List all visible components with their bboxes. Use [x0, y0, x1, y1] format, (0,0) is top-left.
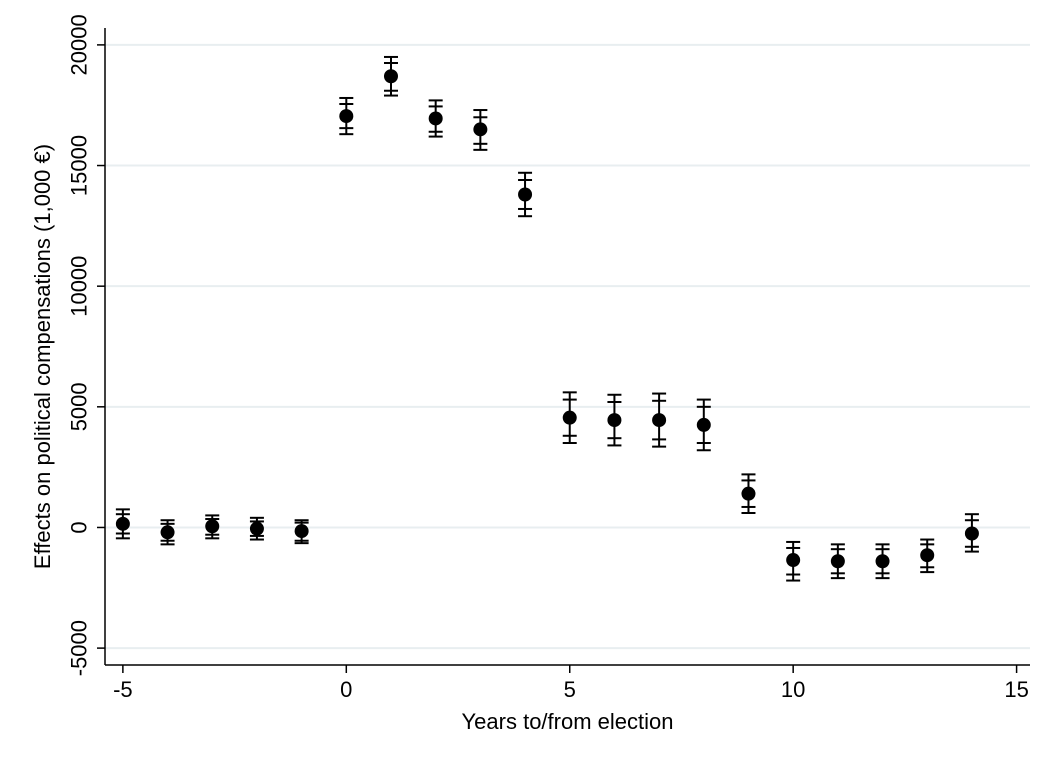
- point-marker-16: [830, 554, 845, 569]
- y-tick-label-4: 15000: [67, 135, 92, 196]
- data-point-16: [830, 543, 845, 580]
- y-tick-label-1: 0: [67, 521, 92, 533]
- point-marker-12: [652, 413, 667, 428]
- y-tick-label-5: 20000: [67, 14, 92, 75]
- y-tick-label-2: 5000: [67, 382, 92, 431]
- point-marker-14: [741, 486, 756, 501]
- x-axis-ticks: -5 0 5 10 15: [113, 665, 1029, 702]
- point-marker-10: [562, 410, 577, 425]
- x-tick-label-0: -5: [113, 677, 133, 702]
- data-point-14: [741, 473, 756, 514]
- y-tick-label-0: -5000: [67, 620, 92, 676]
- data-point-17: [875, 543, 890, 580]
- x-tick-label-4: 15: [1004, 677, 1028, 702]
- point-marker-9: [518, 187, 533, 202]
- point-marker-5: [339, 109, 354, 124]
- data-point-4: [294, 519, 309, 545]
- axes: [104, 28, 1030, 666]
- data-point-11: [607, 393, 622, 447]
- data-point-12: [652, 392, 667, 448]
- point-marker-6: [383, 69, 398, 84]
- x-tick-label-1: 0: [340, 677, 352, 702]
- point-marker-15: [786, 553, 801, 568]
- point-marker-3: [249, 521, 264, 536]
- data-point-5: [339, 96, 354, 136]
- point-marker-0: [115, 516, 130, 531]
- x-tick-label-3: 10: [781, 677, 805, 702]
- data-point-9: [518, 171, 533, 218]
- point-marker-19: [964, 526, 979, 541]
- data-point-13: [696, 398, 711, 452]
- data-points: [115, 55, 979, 582]
- point-marker-18: [920, 548, 935, 563]
- data-point-10: [562, 391, 577, 445]
- point-marker-7: [428, 111, 443, 126]
- data-point-8: [473, 109, 488, 151]
- point-marker-1: [160, 525, 175, 540]
- x-tick-label-2: 5: [564, 677, 576, 702]
- point-marker-13: [696, 417, 711, 432]
- data-point-0: [115, 508, 130, 540]
- data-point-6: [383, 55, 398, 97]
- data-point-3: [249, 516, 264, 541]
- data-point-19: [964, 513, 979, 553]
- data-point-15: [786, 540, 801, 582]
- y-axis-label: Effects on political compensations (1,00…: [30, 144, 55, 569]
- point-marker-17: [875, 554, 890, 569]
- x-axis-label: Years to/from election: [462, 709, 674, 734]
- data-point-2: [205, 514, 220, 540]
- y-tick-label-3: 10000: [67, 256, 92, 317]
- data-point-7: [428, 99, 443, 138]
- point-marker-2: [205, 519, 220, 534]
- data-point-1: [160, 519, 175, 546]
- data-point-18: [920, 538, 935, 574]
- point-marker-8: [473, 122, 488, 137]
- point-marker-11: [607, 413, 622, 428]
- y-axis-ticks: -5000 0 5000 10000 15000 20000: [67, 14, 105, 676]
- point-marker-4: [294, 524, 309, 539]
